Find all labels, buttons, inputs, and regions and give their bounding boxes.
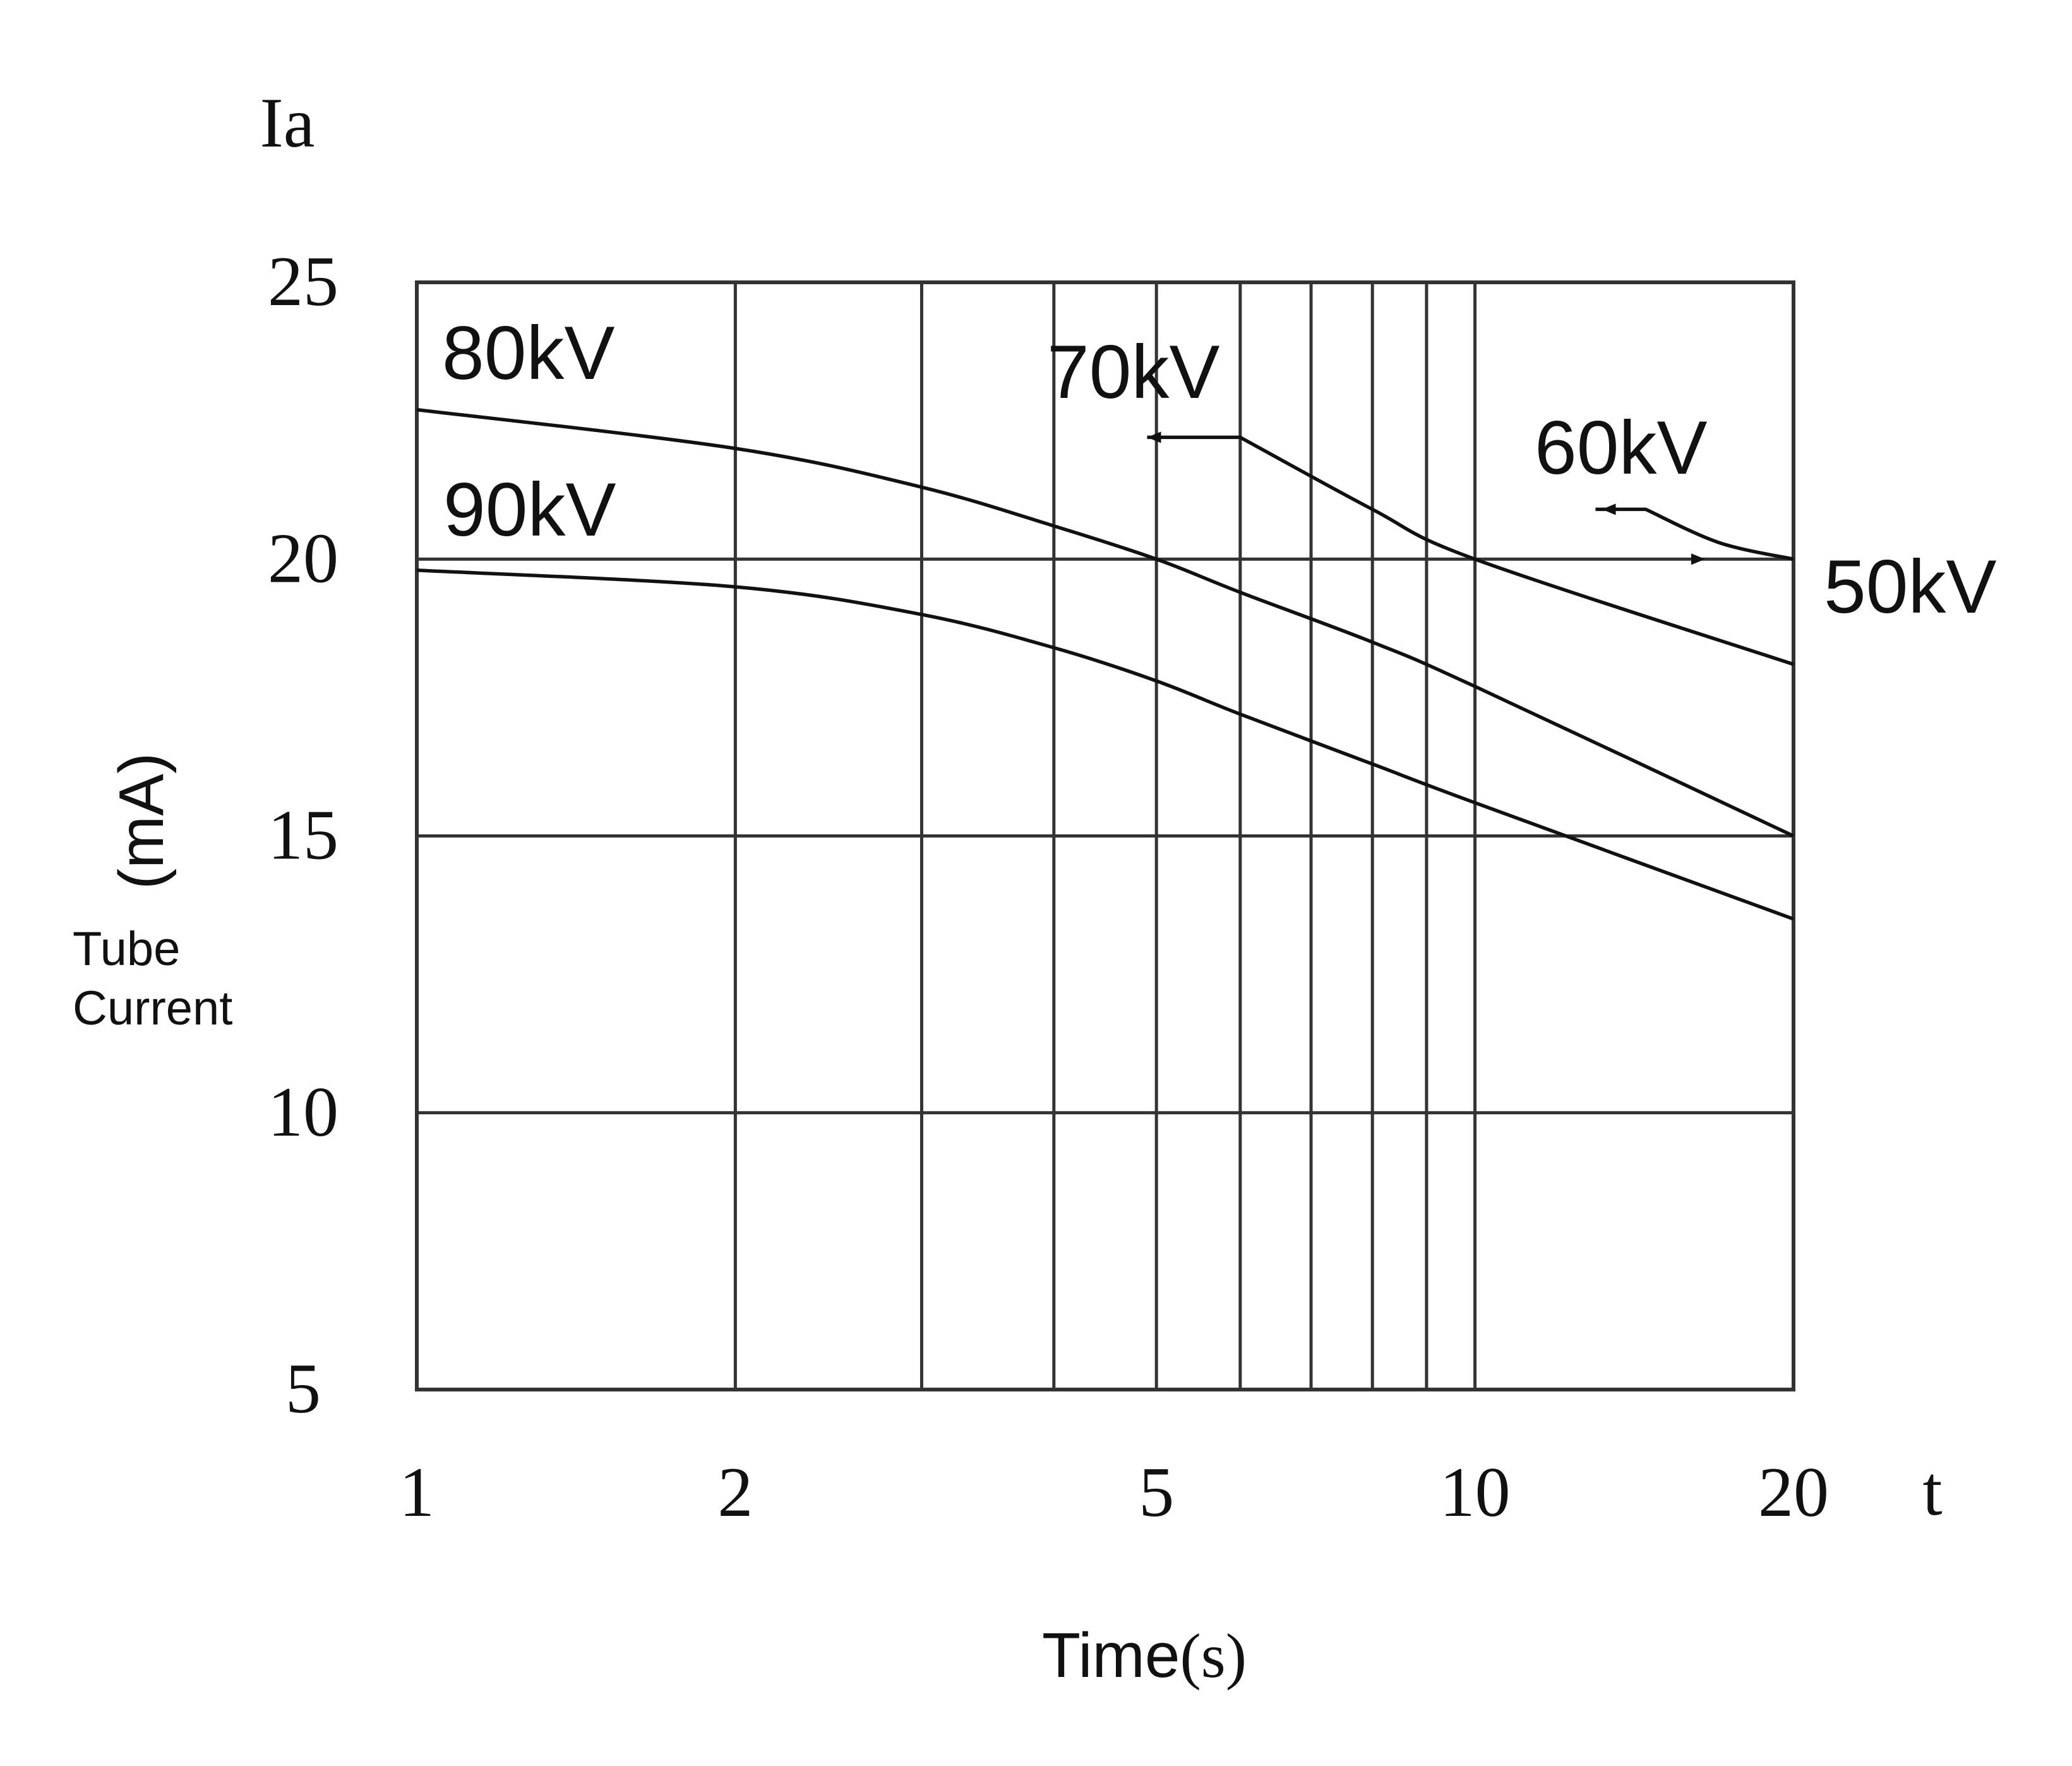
series-label-70kv: 70kV xyxy=(1047,330,1220,414)
series-label-60kv: 60kV xyxy=(1535,405,1708,490)
x-axis-caption-word: Time xyxy=(1042,1620,1180,1691)
x-tick-label: 2 xyxy=(717,1453,753,1532)
x-tick-label: 10 xyxy=(1440,1453,1511,1532)
y-tick-label: 5 xyxy=(285,1350,321,1428)
labels: Ia t (mA) Tube Current Time(s) 1 2 5 10 2025… xyxy=(73,84,1997,1691)
y-tick-label: 20 xyxy=(268,519,338,598)
series-label-50kv: 50kV xyxy=(1824,544,1997,629)
y-tick-label: 15 xyxy=(268,796,338,875)
x-tick-label: 5 xyxy=(1139,1453,1174,1532)
series-line-60kv xyxy=(1595,507,1794,561)
x-axis-caption-unit: (s) xyxy=(1180,1621,1247,1691)
pointer-arrowhead xyxy=(1147,431,1161,443)
series-line-80kv xyxy=(416,407,1795,838)
series-label-80kv: 80kV xyxy=(442,311,615,395)
y-tick-label: 10 xyxy=(268,1073,338,1151)
pointer-arrowhead xyxy=(1691,553,1706,565)
series-line-90kv xyxy=(416,568,1794,921)
y-axis-caption-line1: Tube xyxy=(73,922,180,976)
x-tick-label: 1 xyxy=(399,1453,434,1532)
x-axis-caption: Time(s) xyxy=(1042,1620,1247,1691)
pointer-arrowhead xyxy=(1602,503,1616,515)
pointer-arrows xyxy=(1147,431,1706,565)
y-axis-unit: (mA) xyxy=(106,753,177,890)
series-line-70kv xyxy=(1147,435,1794,666)
x-tick-label: 20 xyxy=(1758,1453,1829,1532)
series-lines xyxy=(416,407,1795,921)
y-tick-label: 25 xyxy=(268,243,338,321)
y-axis-caption-line2: Current xyxy=(73,982,232,1035)
series-label-90kv: 90kV xyxy=(443,467,616,552)
y-axis-symbol: Ia xyxy=(260,84,314,162)
x-axis-symbol: t xyxy=(1922,1452,1942,1530)
